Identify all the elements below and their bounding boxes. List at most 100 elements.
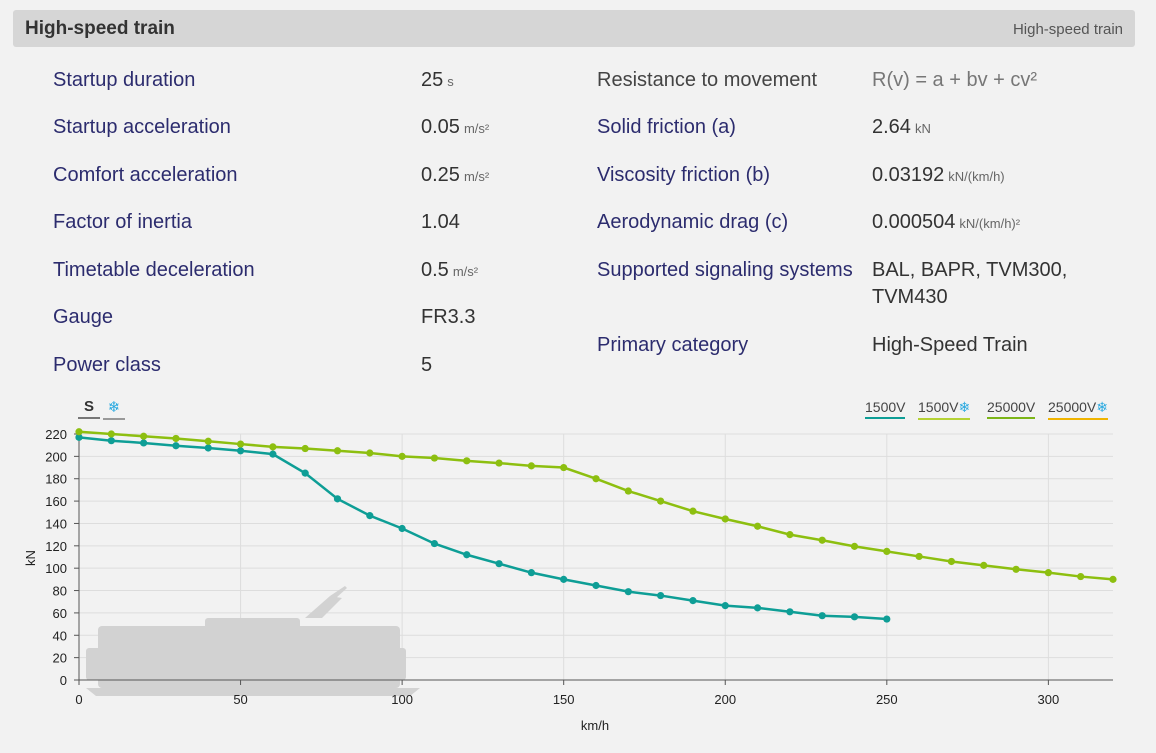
data-point[interactable] [107, 437, 115, 445]
data-point[interactable] [592, 581, 600, 590]
data-point[interactable] [333, 495, 342, 503]
data-point[interactable] [980, 561, 988, 569]
data-point[interactable] [753, 604, 762, 612]
x-tick-label: 150 [553, 692, 575, 707]
spec-value-power-class: 5 [421, 354, 433, 376]
data-point[interactable] [850, 613, 859, 621]
data-point[interactable] [269, 450, 277, 458]
data-point[interactable] [657, 497, 665, 505]
data-point[interactable] [140, 432, 148, 440]
data-point[interactable] [236, 447, 245, 455]
data-point[interactable] [1109, 575, 1117, 583]
snowflake-icon: ❄ [1096, 399, 1109, 415]
data-point[interactable] [560, 575, 568, 583]
data-point[interactable] [366, 512, 374, 520]
y-tick-label: 40 [53, 628, 67, 643]
data-point[interactable] [850, 542, 859, 550]
spec-label-aerodynamic-drag: Aerodynamic drag (c) [597, 211, 789, 233]
data-point[interactable] [172, 442, 180, 450]
series-line [78, 436, 887, 621]
series-line [78, 430, 1114, 581]
data-point[interactable] [689, 507, 697, 515]
data-point[interactable] [301, 444, 309, 453]
data-point[interactable] [883, 615, 891, 623]
data-point[interactable] [204, 444, 212, 452]
chart-grid [79, 433, 1113, 681]
data-point[interactable] [107, 430, 115, 438]
data-point[interactable] [1077, 572, 1085, 581]
data-point[interactable] [624, 487, 632, 495]
data-point[interactable] [430, 454, 439, 462]
data-point[interactable] [786, 608, 794, 616]
data-point[interactable] [1044, 569, 1052, 577]
spec-label-power-class: Power class [53, 354, 161, 376]
y-tick-label: 60 [53, 606, 67, 621]
spec-value-comfort-acceleration: 0.25 m/s² [421, 164, 490, 186]
data-point[interactable] [560, 463, 568, 472]
y-tick-label: 140 [45, 516, 67, 531]
spec-value-resistance: R(v) = a + bv + cv² [872, 69, 1038, 91]
x-tick-label: 100 [391, 692, 413, 707]
data-point[interactable] [463, 457, 471, 465]
legend-item-25000v[interactable]: 25000V [987, 399, 1036, 419]
legend-item-1500v-comfort[interactable]: 1500V❄ [918, 399, 971, 420]
data-point[interactable] [624, 588, 632, 596]
data-point[interactable] [689, 597, 697, 605]
data-point[interactable] [721, 602, 729, 610]
y-axis-title: kN [23, 550, 38, 566]
data-point[interactable] [398, 452, 406, 460]
x-tick-label: 200 [714, 692, 736, 707]
data-point[interactable] [818, 612, 826, 620]
data-point[interactable] [463, 551, 471, 559]
legend-item-25000v-comfort[interactable]: 25000V❄ [1048, 399, 1109, 420]
data-point[interactable] [753, 522, 762, 530]
data-point[interactable] [786, 531, 794, 539]
data-point[interactable] [527, 569, 535, 577]
y-tick-label: 80 [53, 584, 67, 599]
data-point[interactable] [495, 560, 503, 568]
section-tag: High-speed train [1012, 21, 1123, 38]
data-point[interactable] [430, 539, 439, 548]
spec-label-startup-duration: Startup duration [53, 69, 196, 91]
spec-value-primary-category: High-Speed Train [872, 334, 1028, 356]
data-point[interactable] [592, 475, 600, 483]
data-point[interactable] [818, 536, 826, 544]
series-25000v[interactable] [75, 428, 1117, 583]
data-point[interactable] [721, 515, 729, 523]
y-tick-label: 160 [45, 494, 67, 509]
data-point[interactable] [366, 449, 374, 457]
data-point[interactable] [301, 469, 309, 477]
x-tick-label: 300 [1038, 692, 1060, 707]
data-point[interactable] [947, 557, 956, 566]
spec-value-timetable-deceleration: 0.5 m/s² [421, 259, 479, 281]
y-tick-label: 120 [45, 539, 67, 554]
spec-label-startup-acceleration: Startup acceleration [53, 116, 231, 138]
data-point[interactable] [883, 547, 891, 556]
data-point[interactable] [915, 552, 923, 561]
data-point[interactable] [495, 459, 503, 467]
snowflake-icon[interactable]: ❄ [103, 398, 125, 420]
spec-value-signaling-line1: BAL, BAPR, TVM300, [872, 259, 1068, 281]
data-point[interactable] [527, 462, 535, 470]
data-point[interactable] [236, 440, 245, 448]
data-point[interactable] [75, 428, 83, 436]
spec-value-gauge: FR3.3 [421, 306, 476, 328]
spec-label-factor-of-inertia: Factor of inertia [53, 211, 192, 233]
spec-value-solid-friction: 2.64 kN [872, 116, 931, 138]
data-point[interactable] [1012, 565, 1020, 573]
spec-label-resistance: Resistance to movement [597, 69, 818, 91]
data-point[interactable] [140, 439, 148, 447]
data-point[interactable] [172, 434, 180, 443]
series-1500v[interactable] [75, 433, 891, 623]
data-point[interactable] [657, 591, 665, 600]
data-point[interactable] [269, 443, 277, 451]
spec-label-comfort-acceleration: Comfort acceleration [53, 164, 238, 186]
legend-item-1500v[interactable]: 1500V [865, 399, 906, 419]
data-point[interactable] [398, 524, 406, 533]
chart-axes: 0 20 40 60 80 100 120 140 160 180 200 220 0 50 100 150 2… [45, 427, 1113, 707]
data-point[interactable] [333, 447, 342, 455]
data-point[interactable] [75, 433, 83, 441]
section-title: High-speed train [25, 18, 175, 39]
data-point[interactable] [204, 437, 212, 445]
standard-mode-toggle[interactable]: S [78, 398, 100, 419]
